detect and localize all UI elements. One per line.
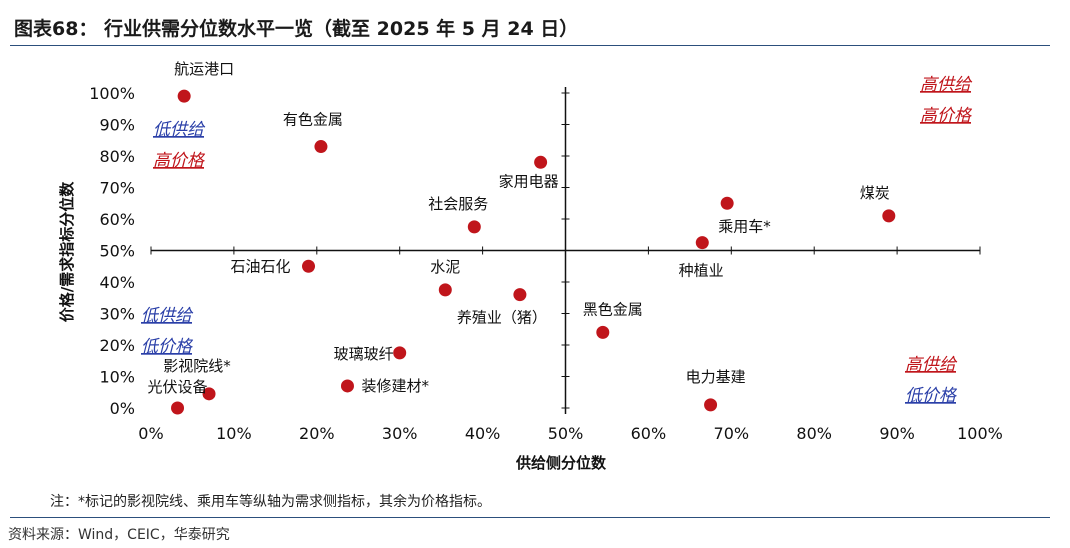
data-point	[534, 155, 548, 169]
data-point	[202, 387, 216, 401]
y-tick-label: 80%	[99, 147, 135, 166]
point-label: 家用电器	[499, 172, 559, 190]
point-label: 黑色金属	[583, 300, 643, 318]
x-tick-label: 60%	[631, 424, 667, 443]
point-label: 航运港口	[174, 60, 234, 78]
point-label: 装修建材*	[361, 377, 429, 395]
tick-labels: 0% 10% 20% 30% 40% 50% 60% 70% 80% 90% 100% 0% 10% 20…	[89, 84, 1003, 443]
x-tick-label: 40%	[465, 424, 501, 443]
data-point	[882, 209, 896, 223]
data-point	[513, 288, 527, 302]
quadrant-label-bottom-right: 低价格	[905, 386, 958, 406]
chart-title: 图表68： 行业供需分位数水平一览（截至 2025 年 5 月 24 日）	[14, 18, 579, 40]
point-label: 石油石化	[230, 257, 290, 275]
quadrant-label-top-right: 高供给	[920, 75, 973, 95]
quadrant-label-bottom-left: 低价格	[141, 337, 194, 357]
y-tick-label: 0%	[110, 399, 135, 418]
data-point	[695, 236, 709, 250]
x-tick-label: 0%	[138, 424, 163, 443]
y-tick-label: 60%	[99, 210, 135, 229]
point-label: 电力基建	[686, 368, 746, 386]
data-point	[704, 398, 718, 412]
data-point	[177, 89, 191, 103]
y-tick-label: 40%	[99, 273, 135, 292]
data-point	[314, 140, 328, 154]
quadrant-label-bottom-right: 高供给	[905, 355, 958, 375]
point-label: 影视院线*	[163, 357, 231, 375]
data-points	[171, 89, 896, 415]
y-axis-title: 价格/需求指标分位数	[58, 181, 76, 322]
y-tick-label: 50%	[99, 242, 135, 261]
x-tick-label: 100%	[957, 424, 1003, 443]
data-point	[302, 259, 316, 273]
y-tick-label: 10%	[99, 368, 135, 387]
data-point	[340, 379, 354, 393]
y-tick-label: 70%	[99, 179, 135, 198]
y-tick-label: 30%	[99, 305, 135, 324]
point-label: 乘用车*	[718, 218, 771, 236]
quadrant-label-top-left: 高价格	[153, 151, 206, 171]
x-tick-label: 10%	[216, 424, 252, 443]
data-point	[438, 283, 452, 297]
point-label: 煤炭	[860, 184, 890, 202]
point-label: 社会服务	[428, 195, 488, 213]
x-tick-label: 30%	[382, 424, 418, 443]
quadrant-label-top-right: 高价格	[920, 106, 973, 126]
point-label: 养殖业（猪）	[457, 309, 547, 327]
point-label: 水泥	[430, 258, 460, 276]
footer-divider	[10, 517, 1050, 518]
title-divider	[10, 45, 1050, 46]
data-point	[720, 196, 734, 210]
data-point	[171, 401, 185, 415]
data-point	[596, 325, 610, 339]
x-tick-label: 70%	[714, 424, 750, 443]
point-label: 种植业	[679, 261, 724, 279]
axes	[150, 87, 981, 414]
data-point	[467, 220, 481, 234]
footnote: 注：*标记的影视院线、乘用车等纵轴为需求侧指标，其余为价格指标。	[50, 494, 491, 510]
x-axis-title: 供给侧分位数	[515, 454, 607, 472]
y-tick-label: 100%	[89, 84, 135, 103]
y-tick-label: 20%	[99, 336, 135, 355]
quadrant-label-top-left: 低供给	[153, 120, 206, 140]
point-label: 光伏设备	[148, 378, 208, 396]
x-tick-label: 20%	[299, 424, 335, 443]
x-tick-label: 80%	[796, 424, 832, 443]
point-label: 有色金属	[283, 111, 343, 129]
data-point	[393, 346, 407, 360]
y-tick-label: 90%	[99, 116, 135, 135]
point-label: 玻璃玻纤	[334, 345, 394, 363]
source-line: 资料来源：Wind，CEIC，华泰研究	[8, 527, 230, 543]
quadrant-label-bottom-left: 低供给	[141, 306, 194, 326]
x-tick-label: 90%	[879, 424, 915, 443]
x-tick-label: 50%	[548, 424, 584, 443]
